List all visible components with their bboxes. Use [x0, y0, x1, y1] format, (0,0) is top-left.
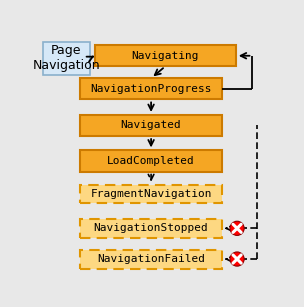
FancyBboxPatch shape: [80, 150, 222, 172]
Text: Navigated: Navigated: [121, 120, 181, 130]
Circle shape: [230, 252, 244, 266]
FancyBboxPatch shape: [80, 185, 222, 204]
FancyBboxPatch shape: [80, 78, 222, 99]
FancyBboxPatch shape: [80, 250, 222, 269]
Text: LoadCompleted: LoadCompleted: [107, 156, 195, 166]
FancyBboxPatch shape: [43, 41, 90, 75]
Circle shape: [230, 221, 244, 235]
Text: Navigating: Navigating: [131, 51, 199, 61]
FancyBboxPatch shape: [80, 115, 222, 136]
Text: Page
Navigation: Page Navigation: [33, 44, 100, 72]
Text: NavigationProgress: NavigationProgress: [90, 84, 212, 94]
Text: FragmentNavigation: FragmentNavigation: [90, 189, 212, 199]
FancyBboxPatch shape: [95, 45, 236, 66]
Text: NavigationStopped: NavigationStopped: [94, 223, 209, 233]
Text: NavigationFailed: NavigationFailed: [97, 254, 205, 264]
FancyBboxPatch shape: [80, 219, 222, 238]
